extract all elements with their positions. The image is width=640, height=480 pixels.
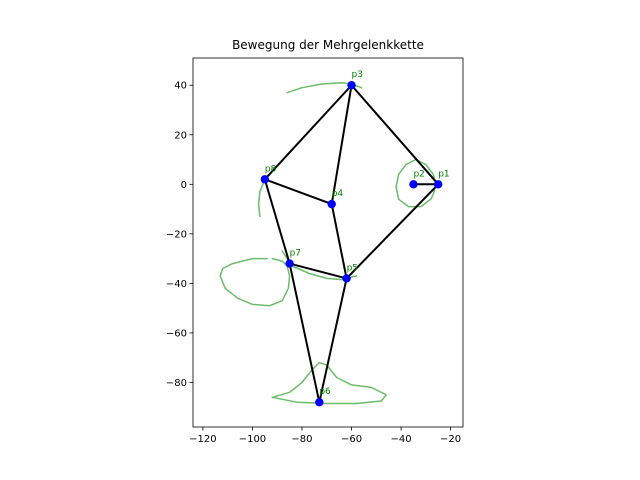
joint-p6 xyxy=(315,398,324,407)
chart-title: Bewegung der Mehrgelenkkette xyxy=(232,38,424,52)
trace-p6 xyxy=(271,361,387,405)
joint-label-p3: p3 xyxy=(352,70,363,80)
y-tick-label: 0 xyxy=(181,180,187,191)
x-tick-label: −20 xyxy=(440,434,461,445)
joint-label-p5: p5 xyxy=(347,263,358,273)
joint-p4 xyxy=(327,199,336,209)
trace-p8 xyxy=(257,178,266,218)
link-p7-p5 xyxy=(288,262,348,280)
link-p1-p3 xyxy=(350,84,440,186)
plot-frame xyxy=(192,57,464,428)
chain-joints: p1 p2 p3 p4 p5 p6 p7 p8 xyxy=(260,70,450,407)
joint-label-p7: p7 xyxy=(290,249,301,259)
link-p5-p6 xyxy=(318,277,348,404)
link-p8-p4 xyxy=(263,178,333,206)
x-tick-label: −60 xyxy=(341,434,362,445)
y-tick-label: −20 xyxy=(166,229,187,240)
y-tick-label: 20 xyxy=(174,130,187,141)
joint-p3 xyxy=(347,81,356,90)
link-p3-p4 xyxy=(330,84,353,206)
x-tick-label: −120 xyxy=(189,434,216,445)
link-p8-p7 xyxy=(263,178,291,265)
trace-p7 xyxy=(219,257,291,307)
joint-p8 xyxy=(260,175,270,184)
x-tick-label: −100 xyxy=(239,434,266,445)
link-p4-p5 xyxy=(330,203,348,280)
x-tick-label: −40 xyxy=(391,434,412,445)
joint-label-p4: p4 xyxy=(332,189,344,199)
joint-label-p8: p8 xyxy=(265,164,277,174)
link-p5-p1 xyxy=(345,183,440,280)
y-tick-label: 40 xyxy=(174,81,187,92)
joint-label-p2: p2 xyxy=(413,169,424,179)
joint-p7 xyxy=(285,259,294,268)
axes: −120 −100 −80 −60 −40 −20 −80 −60 −40 −20 0 20 40 xyxy=(166,57,464,445)
joint-p1 xyxy=(434,180,443,189)
y-tick-label: −60 xyxy=(166,328,187,339)
link-p7-p6 xyxy=(288,262,321,404)
joint-label-p1: p1 xyxy=(438,169,449,179)
link-p3-p8 xyxy=(263,84,353,181)
motion-traces xyxy=(219,82,437,405)
y-tick-label: −80 xyxy=(166,378,187,389)
x-tick-label: −80 xyxy=(291,434,312,445)
joint-p5 xyxy=(342,274,351,283)
joint-label-p6: p6 xyxy=(319,387,331,397)
y-tick-label: −40 xyxy=(166,279,187,290)
joint-p2 xyxy=(409,180,418,189)
chain-links xyxy=(263,84,440,404)
